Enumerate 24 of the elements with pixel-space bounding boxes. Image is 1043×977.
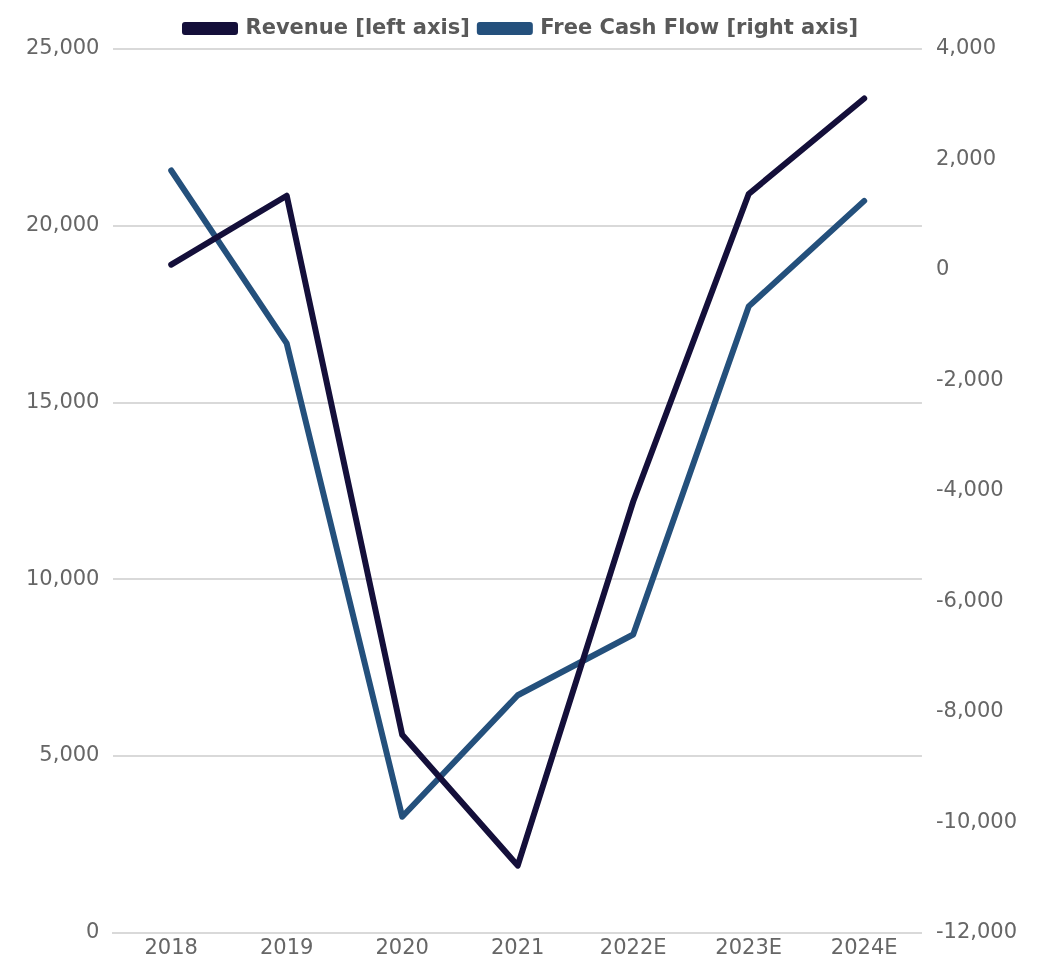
y-tick-label: 5,000 — [39, 742, 100, 767]
y-tick-label: 25,000 — [26, 35, 100, 60]
y2-tick-label: -2,000 — [935, 366, 1004, 391]
y2-tick-label: -12,000 — [935, 919, 1018, 944]
x-tick-label: 2022E — [599, 934, 667, 959]
y2-tick-label: -8,000 — [935, 698, 1004, 723]
y-tick-label: 10,000 — [26, 565, 100, 590]
y2-tick-label: 2,000 — [935, 145, 997, 170]
y2-tick-label: 0 — [935, 256, 950, 281]
y-tick-label: 20,000 — [26, 212, 100, 237]
x-tick-label: 2018 — [144, 934, 198, 959]
legend-label: Revenue [left axis] — [245, 14, 470, 39]
y-tick-label: 0 — [86, 919, 100, 944]
y-tick-label: 15,000 — [26, 388, 100, 413]
x-tick-label: 2023E — [715, 934, 783, 959]
x-tick-label: 2019 — [260, 934, 314, 959]
legend-label: Free Cash Flow [right axis] — [540, 14, 859, 39]
y2-tick-label: 4,000 — [935, 35, 997, 60]
y2-tick-label: -6,000 — [935, 587, 1004, 612]
x-tick-label: 2021 — [490, 934, 545, 959]
y2-tick-label: -10,000 — [935, 808, 1018, 833]
x-tick-label: 2024E — [830, 934, 898, 959]
x-tick-label: 2020 — [375, 934, 429, 959]
y2-tick-label: -4,000 — [935, 477, 1004, 502]
